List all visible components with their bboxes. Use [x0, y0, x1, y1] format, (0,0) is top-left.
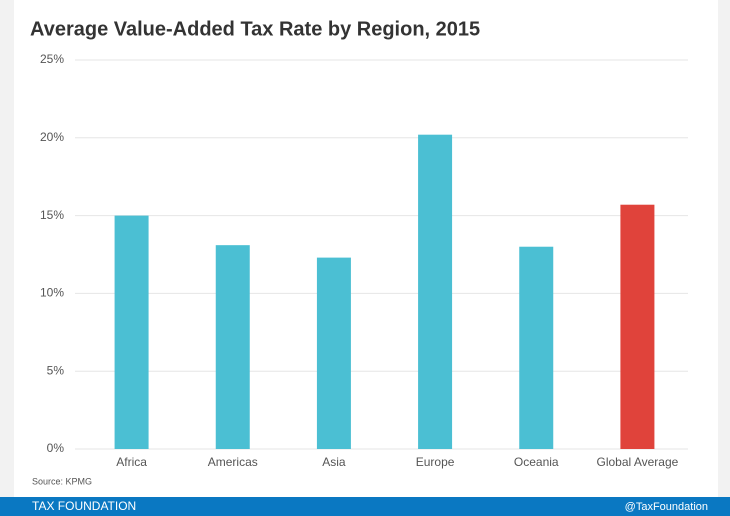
footer-bar: [0, 497, 730, 516]
bar: [215, 245, 250, 449]
x-tick-label: Africa: [116, 455, 147, 469]
y-tick-label: 25%: [40, 52, 64, 66]
y-tick-label: 20%: [40, 130, 64, 144]
footer-right: @TaxFoundation: [625, 501, 708, 513]
x-tick-label: Americas: [208, 455, 258, 469]
y-tick-label: 10%: [40, 286, 64, 300]
y-tick-label: 5%: [47, 363, 65, 377]
bar: [620, 204, 655, 449]
source: Source: KPMG: [32, 476, 92, 486]
y-tick-label: 15%: [40, 208, 64, 222]
bar: [418, 134, 453, 450]
bar: [114, 215, 149, 449]
footer-left: TAX FOUNDATION: [32, 499, 136, 513]
bar: [519, 246, 554, 449]
x-tick-label: Oceania: [514, 455, 559, 469]
y-tick-label: 0%: [47, 441, 65, 455]
chart-title: Average Value-Added Tax Rate by Region, …: [30, 18, 480, 40]
x-tick-label: Asia: [322, 455, 346, 469]
x-tick-label: Europe: [416, 455, 455, 469]
bar: [316, 257, 351, 449]
x-tick-label: Global Average: [596, 455, 678, 469]
